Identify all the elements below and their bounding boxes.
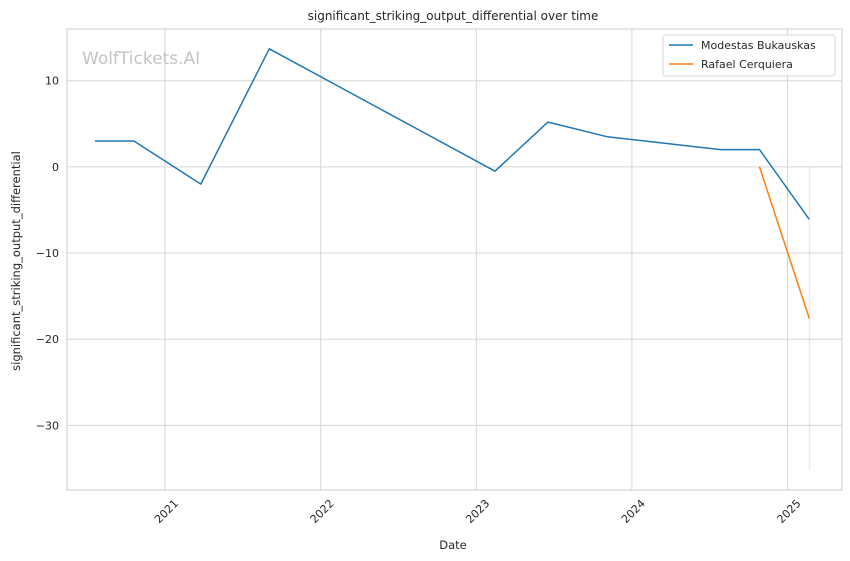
x-axis-label: Date — [439, 538, 467, 552]
grid-lines — [67, 29, 842, 490]
legend-label-cerquiera: Rafael Cerquiera — [701, 58, 793, 71]
plot-frame — [66, 28, 843, 491]
watermark: WolfTickets.AI — [82, 49, 200, 69]
y-tick-label: 10 — [45, 75, 59, 88]
series-line-1 — [758, 166, 811, 319]
y-tick-label: −10 — [36, 247, 59, 260]
legend-label-bukauskas: Modestas Bukauskas — [701, 39, 816, 52]
legend-box — [662, 34, 836, 77]
y-axis-label: significant_striking_output_differential — [9, 151, 23, 371]
legend: Modestas Bukauskas Rafael Cerquiera — [662, 34, 836, 77]
series-line-0 — [95, 48, 810, 220]
series-lines — [95, 48, 811, 471]
chart-title: significant_striking_output_differential… — [308, 9, 599, 23]
y-tick-label: −20 — [36, 333, 59, 346]
y-tick-label: 0 — [52, 161, 59, 174]
y-tick-label: −30 — [36, 419, 59, 432]
